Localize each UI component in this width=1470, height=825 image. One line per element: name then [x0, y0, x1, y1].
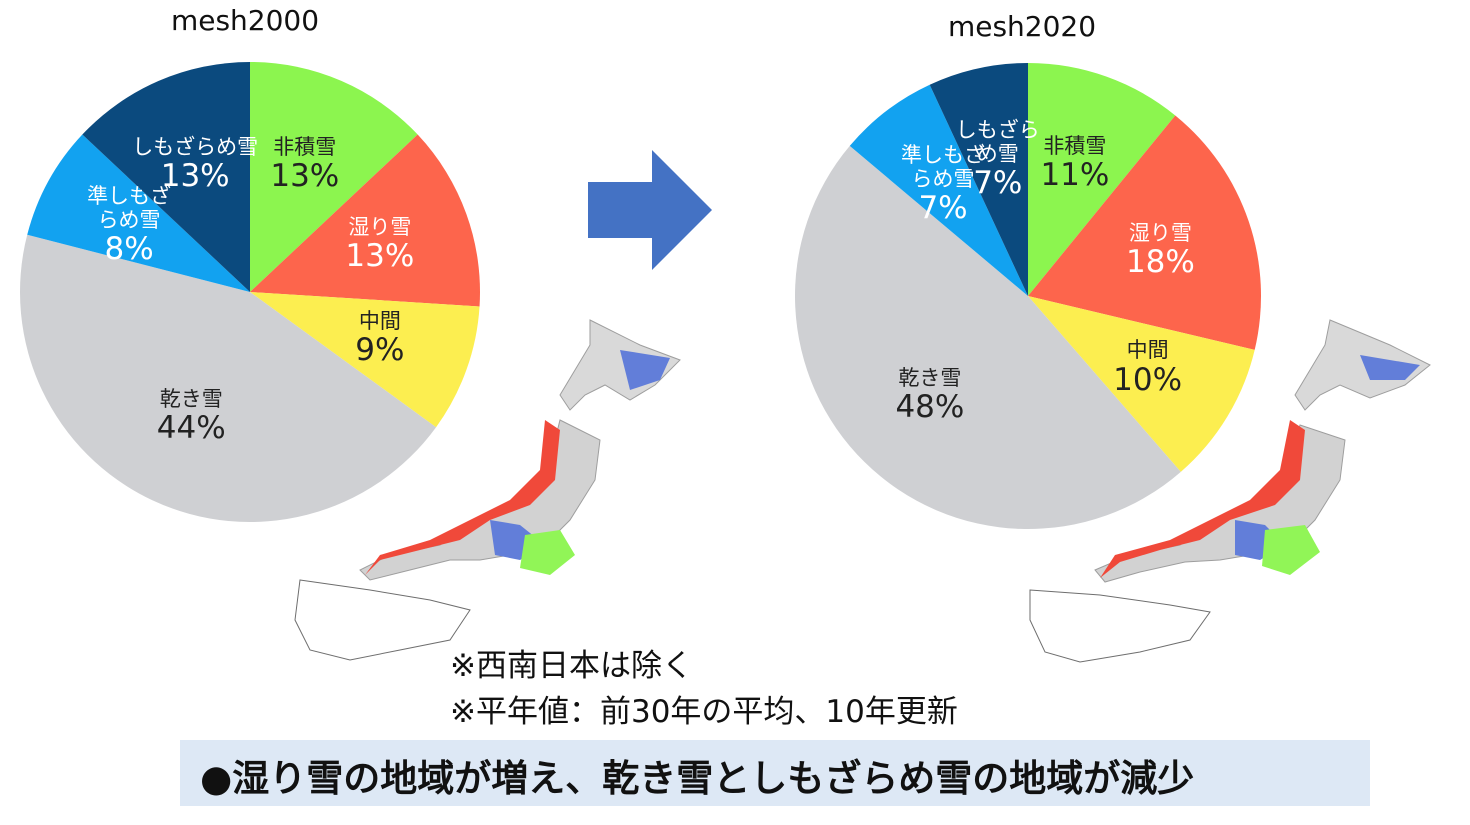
slice-label: 中間 10% — [1113, 339, 1182, 399]
category-label: 非積雪 — [273, 135, 337, 160]
category-label: しもざらめ雪 — [955, 117, 1040, 166]
category-label: 準しもざらめ雪 — [901, 143, 986, 192]
slice-label: 準しもざらめ雪 8% — [84, 184, 174, 268]
chart-title: mesh2000 — [171, 4, 319, 37]
category-label: 乾き雪 — [898, 365, 962, 390]
category-label: 中間 — [1126, 338, 1169, 363]
value-label: 13% — [345, 238, 415, 275]
value-label: 8% — [104, 230, 154, 267]
chart-title: mesh2020 — [948, 10, 1096, 43]
value-label: 44% — [156, 410, 226, 447]
value-label: 7% — [973, 164, 1023, 201]
pie-slice — [1028, 115, 1261, 350]
pie-slice — [250, 292, 480, 428]
category-label: 中間 — [358, 308, 401, 333]
pie-slice — [20, 234, 437, 522]
pie-slice — [929, 63, 1028, 296]
category-label: 準しもざらめ雪 — [87, 183, 172, 232]
slice-label: しもざらめ雪 13% — [132, 135, 258, 195]
pie-slice — [1028, 63, 1176, 296]
slice-label: 非積雪 11% — [1040, 134, 1109, 194]
category-label: しもざらめ雪 — [132, 135, 259, 160]
slice-label: 準しもざらめ雪 7% — [898, 143, 988, 227]
value-label: 18% — [1125, 244, 1195, 281]
pie-slice — [82, 62, 250, 292]
note: ※西南日本は除く — [450, 648, 693, 684]
slice-label: 乾き雪 48% — [895, 366, 964, 426]
map-left — [294, 319, 681, 661]
pie-slice — [1028, 296, 1255, 472]
pie-slice — [849, 84, 1028, 296]
value-label: 48% — [895, 388, 965, 425]
note: ※平年値：前30年の平均、10年更新 — [450, 694, 958, 730]
value-label: 13% — [270, 158, 340, 195]
value-label: 13% — [160, 158, 230, 195]
slice-label: 中間 9% — [335, 309, 425, 369]
pie-slice — [250, 134, 480, 307]
category-label: 非積雪 — [1043, 134, 1107, 159]
map-right — [1029, 319, 1431, 663]
conclusion-box: ●湿り雪の地域が増え、乾き雪としもざらめ雪の地域が減少 — [180, 740, 1370, 806]
pie-slice — [794, 145, 1181, 530]
slice-label: 乾き雪 44% — [157, 387, 226, 447]
pie-slice — [27, 134, 250, 292]
category-label: 湿り雪 — [348, 215, 412, 240]
slice-label: しもざらめ雪 7% — [953, 118, 1043, 202]
category-label: 湿り雪 — [1128, 221, 1192, 246]
pie-slice — [250, 62, 418, 292]
value-label: 7% — [918, 190, 968, 227]
slice-label: 湿り雪 13% — [345, 215, 414, 275]
value-label: 9% — [355, 331, 405, 368]
value-label: 10% — [1113, 361, 1183, 398]
slice-label: 非積雪 13% — [270, 135, 339, 195]
value-label: 11% — [1040, 157, 1110, 194]
category-label: 乾き雪 — [159, 386, 223, 411]
arrow — [588, 150, 712, 270]
conclusion: ●湿り雪の地域が増え、乾き雪としもざらめ雪の地域が減少 — [200, 757, 1195, 800]
slice-label: 湿り雪 18% — [1126, 221, 1195, 281]
